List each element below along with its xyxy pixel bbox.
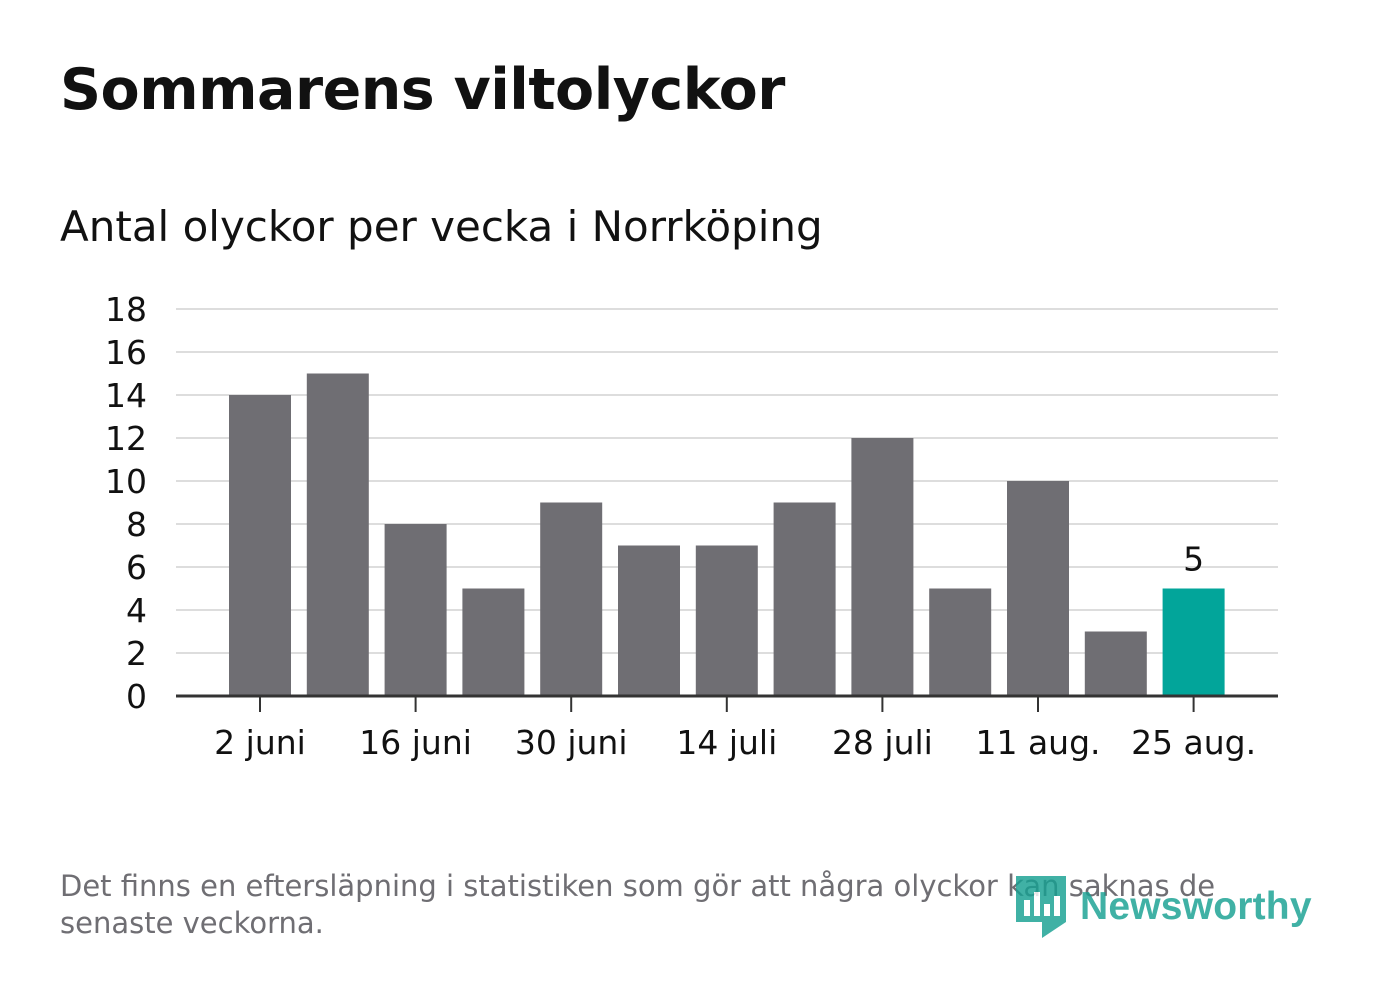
y-tick-label: 2	[126, 634, 147, 673]
bar-highlighted	[1162, 588, 1225, 696]
y-tick-label: 12	[105, 419, 147, 458]
y-tick-label: 0	[126, 677, 147, 716]
y-tick-label: 16	[105, 333, 147, 372]
y-tick-label: 4	[126, 591, 147, 630]
bar	[540, 502, 603, 696]
x-tick-label: 14 juli	[676, 723, 777, 762]
bar-chart: 0 2 4 6 8 10 12 14 16 18 2 juni 16 juni 30 juni 14 j…	[105, 290, 1278, 762]
logo-text: Newsworthy	[1080, 885, 1312, 928]
x-tick-label: 11 aug.	[975, 723, 1100, 762]
bars	[229, 373, 1225, 696]
y-tick-label: 6	[126, 548, 147, 587]
x-tick-label: 30 juni	[515, 723, 628, 762]
chart-subtitle: Antal olyckor per vecka i Norrköping	[60, 202, 823, 251]
annotations: 5	[1183, 540, 1204, 579]
x-axis: 2 juni 16 juni 30 juni 14 juli 28 juli 11 aug…	[176, 694, 1278, 762]
x-tick-label: 28 juli	[832, 723, 933, 762]
x-tick-label: 25 aug.	[1131, 723, 1256, 762]
y-tick-label: 14	[105, 376, 147, 415]
bar	[851, 438, 914, 696]
bar	[695, 545, 758, 696]
y-tick-label: 10	[105, 462, 147, 501]
y-axis-tick-labels: 0 2 4 6 8 10 12 14 16 18	[105, 290, 147, 716]
bar	[306, 373, 369, 696]
bar	[1007, 481, 1069, 696]
bar	[384, 524, 447, 696]
bar	[462, 588, 525, 696]
bar	[773, 502, 836, 696]
bar	[229, 395, 291, 696]
bar	[1084, 631, 1147, 696]
bar	[929, 588, 992, 696]
x-tick-label: 16 juni	[359, 723, 472, 762]
y-tick-label: 18	[105, 290, 147, 329]
newsworthy-logo-icon	[1016, 876, 1066, 938]
newsworthy-logo: Newsworthy	[1012, 872, 1312, 942]
x-tick-label: 2 juni	[214, 723, 306, 762]
y-tick-label: 8	[126, 505, 147, 544]
data-label: 5	[1183, 540, 1204, 579]
chart-title: Sommarens viltolyckor	[60, 57, 785, 123]
bar	[618, 545, 680, 696]
